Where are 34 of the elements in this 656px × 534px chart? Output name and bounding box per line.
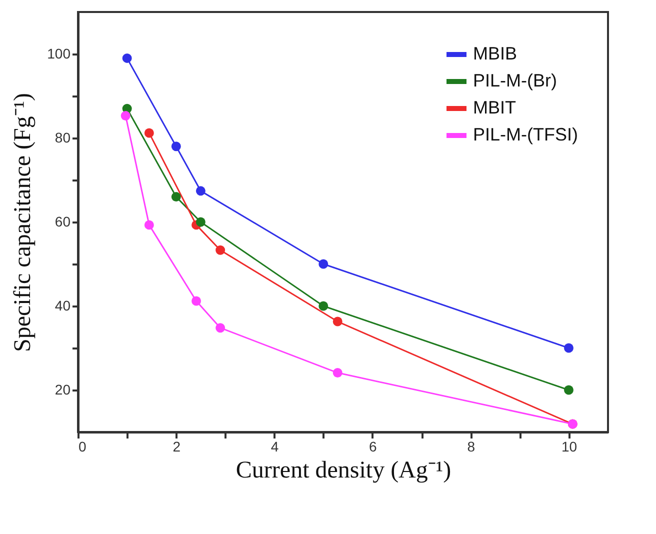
point <box>192 296 202 306</box>
x-tick-label: 2 <box>172 438 181 454</box>
x-tick-label: 10 <box>561 438 578 454</box>
x-tick-label: 6 <box>369 438 378 454</box>
x-tick-label: 4 <box>270 438 279 454</box>
point <box>144 220 154 230</box>
point <box>144 128 154 138</box>
y-tick-label: 60 <box>54 214 71 230</box>
point <box>171 192 181 202</box>
legend-label: PIL-M-(Br) <box>473 70 557 90</box>
y-tick-label: 40 <box>54 298 71 314</box>
x-axis-title: Current density (Ag⁻¹) <box>236 458 452 484</box>
point <box>332 316 342 326</box>
x-tick-label: 8 <box>467 438 476 454</box>
point <box>122 53 132 63</box>
y-axis-title: Specific capacitance (Fg⁻¹) <box>10 92 36 352</box>
legend-label: MBIT <box>473 98 516 118</box>
y-tick-label: 100 <box>47 46 71 62</box>
point <box>196 186 206 196</box>
point <box>216 245 226 255</box>
y-tick-label: 80 <box>54 130 71 146</box>
point <box>332 368 342 378</box>
legend-label: MBIB <box>473 44 518 64</box>
point <box>120 111 130 120</box>
point <box>196 217 206 227</box>
point <box>564 385 574 395</box>
x-tick-label: 0 <box>78 438 86 454</box>
legend-label: PIL-M-(TFSI) <box>473 124 578 144</box>
point <box>171 142 181 152</box>
point <box>318 301 328 311</box>
point <box>216 323 226 333</box>
point <box>318 259 328 269</box>
y-tick-label: 20 <box>54 382 71 398</box>
point <box>564 343 574 353</box>
